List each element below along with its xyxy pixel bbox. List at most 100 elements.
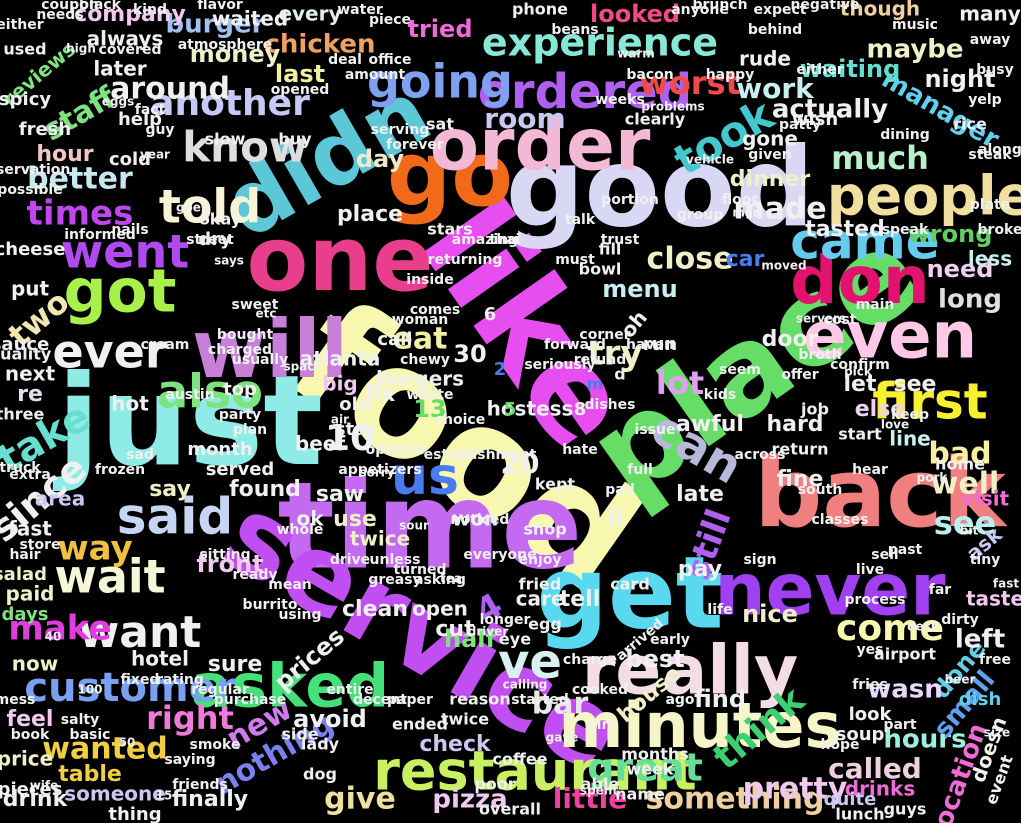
cloud-word: cut	[435, 617, 475, 642]
cloud-word: top	[223, 379, 257, 400]
cloud-word: buy	[278, 130, 312, 149]
cloud-word: twice	[350, 527, 410, 551]
cloud-word: guys	[884, 800, 927, 819]
cloud-word: much	[831, 139, 929, 177]
cloud-word: week	[626, 760, 673, 779]
cloud-word: close	[647, 242, 734, 277]
cloud-word: know	[182, 123, 308, 172]
cloud-word: maybe	[866, 35, 963, 65]
cloud-word: needs	[36, 7, 83, 23]
cloud-word: piece	[369, 12, 411, 28]
cloud-word: anyone	[671, 2, 729, 18]
cloud-word: place	[337, 202, 403, 227]
cloud-word: servers	[796, 312, 846, 326]
cloud-word: day	[356, 145, 405, 173]
cloud-word: won	[452, 507, 498, 531]
cloud-word: though	[840, 0, 920, 21]
cloud-word: wrong	[908, 220, 993, 248]
cloud-word: dirty	[941, 612, 979, 628]
cloud-word: chicken	[265, 30, 376, 60]
cloud-word: entire	[326, 682, 373, 698]
cloud-word: paid	[6, 582, 55, 606]
cloud-word: just	[52, 349, 323, 494]
cloud-word: also	[157, 365, 263, 419]
cloud-word: looked	[590, 0, 680, 28]
cloud-word: saw	[316, 482, 364, 507]
cloud-word: sitting	[199, 547, 250, 563]
cloud-word: slow	[205, 130, 246, 149]
cloud-word: old	[339, 394, 370, 415]
cloud-word: given	[748, 147, 791, 163]
cloud-word: another	[150, 83, 310, 124]
cloud-word: yes	[857, 642, 884, 658]
cloud-word: ended	[392, 715, 448, 734]
cloud-word: else	[855, 397, 905, 422]
cloud-word: charge	[563, 652, 617, 668]
cloud-word: hour	[36, 142, 93, 167]
cloud-word: finally	[172, 787, 248, 812]
cloud-word: forward	[544, 337, 606, 353]
cloud-word: ll	[607, 507, 622, 532]
cloud-word: pick	[844, 365, 873, 379]
cloud-word: thai	[490, 232, 521, 248]
cloud-word: served	[206, 459, 275, 480]
cloud-word: asked	[191, 652, 389, 722]
cloud-word: fact	[135, 102, 166, 118]
cloud-word: see	[894, 372, 937, 397]
cloud-word: issue	[635, 422, 676, 438]
cloud-word: smoke	[190, 737, 241, 753]
cloud-word: menu	[602, 275, 677, 303]
cloud-word: calling	[503, 678, 548, 692]
cloud-word: spicy	[0, 89, 51, 110]
cloud-word: seem	[719, 362, 761, 378]
cloud-word: lunch	[835, 805, 884, 823]
cloud-word: hard	[766, 412, 823, 437]
cloud-word: burgers	[376, 367, 464, 391]
cloud-word: 40	[45, 630, 62, 644]
cloud-word: woman	[392, 312, 449, 328]
cloud-word: group	[677, 207, 724, 223]
cloud-word: many	[959, 2, 1021, 26]
cloud-word: 50	[119, 736, 136, 750]
cloud-word: burger	[165, 10, 264, 40]
cloud-word: ok	[296, 507, 324, 531]
cloud-word: neither	[0, 17, 44, 33]
cloud-word: start	[838, 425, 882, 444]
cloud-word: 20	[501, 447, 540, 480]
cloud-word: minutes	[559, 689, 842, 762]
cloud-word: check	[419, 732, 492, 757]
cloud-word: clearly	[625, 110, 686, 129]
cloud-word: mess	[0, 692, 35, 708]
cloud-word: cost	[824, 312, 857, 328]
cloud-word: someone	[64, 782, 166, 806]
cloud-word: let	[844, 372, 877, 397]
cloud-word: dining	[880, 127, 930, 143]
cloud-word: run	[643, 334, 678, 355]
cloud-word: price	[0, 747, 53, 771]
cloud-word: open	[412, 597, 468, 621]
cloud-word: busy	[976, 62, 1013, 78]
cloud-word: little	[553, 782, 628, 815]
cloud-word: fries	[852, 677, 888, 693]
cloud-word: less	[968, 247, 1012, 271]
cloud-word: returning	[428, 252, 503, 268]
cloud-word: found	[229, 477, 301, 502]
cloud-word: front	[196, 550, 263, 578]
cloud-word: waiting	[800, 55, 901, 83]
cloud-word: time	[278, 458, 583, 597]
cloud-word: space	[283, 360, 322, 374]
cloud-word: made	[733, 192, 826, 227]
cloud-word: went	[61, 225, 189, 279]
cloud-word: d	[614, 365, 625, 384]
cloud-word: don	[790, 242, 930, 319]
cloud-word: must	[555, 252, 595, 268]
cloud-word: money	[190, 40, 281, 68]
cloud-word: door	[762, 327, 819, 352]
cloud-word: nice	[742, 600, 798, 628]
cloud-word: worst	[639, 64, 741, 102]
cloud-word: opinion	[366, 442, 425, 458]
cloud-word: help	[118, 109, 162, 130]
cloud-word: first	[872, 373, 987, 431]
cloud-word: main	[856, 297, 895, 313]
cloud-word: called	[828, 752, 922, 785]
